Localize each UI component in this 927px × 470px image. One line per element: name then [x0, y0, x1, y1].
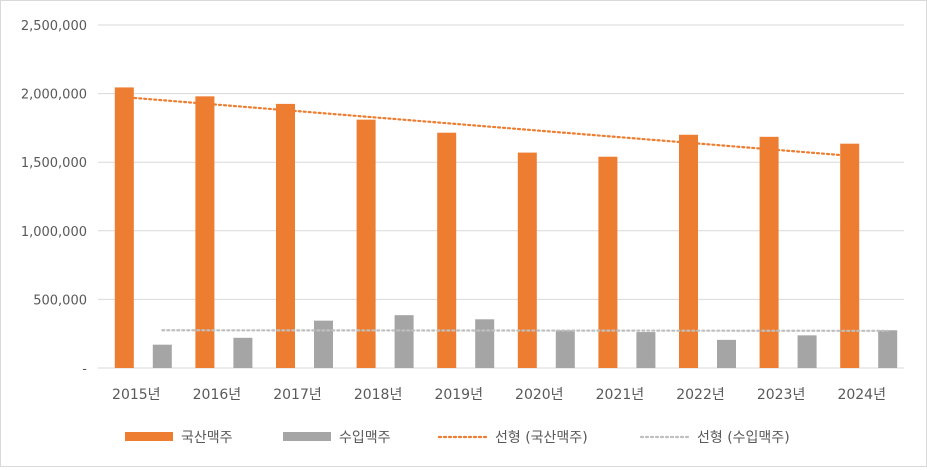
legend-swatch: [283, 432, 331, 441]
bar-domestic: [276, 103, 295, 368]
bar-domestic: [114, 87, 134, 369]
trendline-imported: [161, 329, 889, 332]
y-tick-label: -: [82, 362, 87, 377]
bar-domestic: [598, 156, 618, 368]
bar-imported: [314, 320, 333, 368]
y-tick-label: 500,000: [33, 293, 87, 308]
trendlines: [123, 96, 889, 332]
x-tick-label: 2019년: [434, 387, 483, 403]
legend: 국산맥주 수입맥주 선형 (국산맥주) 선형 (수입맥주): [125, 430, 790, 446]
legend-swatch: [125, 432, 173, 441]
legend-label: 국산맥주: [181, 430, 233, 446]
bar-domestic: [840, 143, 860, 368]
x-axis: 2015년 2016년 2017년 2018년 2019년 2020년 2021년 2022년…: [112, 387, 886, 403]
bar-imported: [636, 332, 656, 368]
y-axis: - 500,000 1,000,000 1,500,000 2,000,000 2,500…: [21, 19, 87, 377]
trendline-domestic: [123, 96, 851, 157]
bar-imported: [394, 315, 414, 368]
bar-domestic: [759, 136, 779, 368]
x-tick-label: 2020년: [515, 387, 564, 403]
bar-domestic: [679, 134, 698, 368]
x-tick-label: 2015년: [112, 387, 161, 403]
x-tick-label: 2016년: [193, 387, 242, 403]
bar-imported: [717, 339, 736, 368]
y-tick-label: 1,000,000: [21, 225, 87, 240]
legend-label: 수입맥주: [339, 430, 391, 446]
bar-domestic: [437, 132, 457, 368]
x-tick-label: 2018년: [354, 387, 403, 403]
legend-label: 선형 (국산맥주): [495, 430, 588, 446]
bars: [114, 87, 898, 369]
bar-imported: [555, 330, 575, 368]
y-tick-label: 1,500,000: [21, 156, 87, 171]
x-tick-label: 2017년: [273, 387, 322, 403]
y-tick-label: 2,500,000: [21, 19, 87, 34]
bar-domestic: [517, 152, 537, 368]
bar-imported: [475, 319, 495, 368]
bar-imported: [152, 344, 172, 368]
x-tick-label: 2023년: [757, 387, 806, 403]
legend-label: 선형 (수입맥주): [697, 430, 790, 446]
y-tick-label: 2,000,000: [21, 88, 87, 103]
bar-domestic: [356, 119, 376, 368]
bar-imported: [233, 337, 253, 368]
x-tick-label: 2022년: [676, 387, 725, 403]
gridlines: [98, 24, 904, 369]
x-tick-label: 2024년: [837, 387, 886, 403]
bar-imported: [797, 335, 817, 368]
bar-domestic: [195, 96, 215, 369]
bar-imported: [878, 330, 898, 368]
x-tick-label: 2021년: [596, 387, 645, 403]
